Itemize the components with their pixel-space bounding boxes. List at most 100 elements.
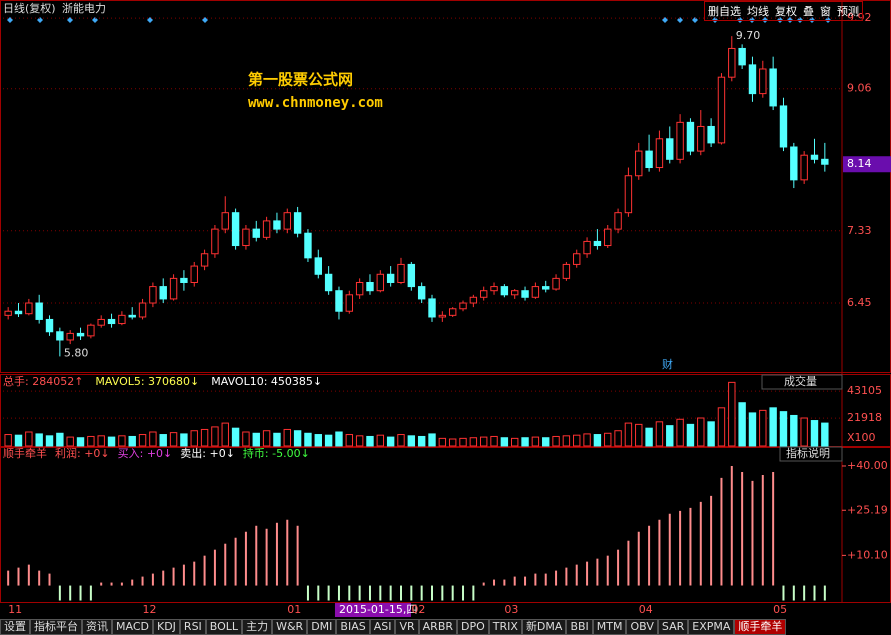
tab[interactable]: W&R [272, 619, 308, 635]
candle-body [542, 286, 550, 290]
volume-bar [490, 435, 498, 447]
candle-body [583, 240, 591, 255]
volume-bar [531, 436, 540, 447]
candle-body [500, 286, 509, 296]
volume-bar [190, 430, 198, 447]
volume-bar [645, 427, 653, 447]
toolbar-button[interactable]: 预测 [837, 5, 859, 18]
tab[interactable]: DPO [457, 619, 489, 635]
volume-bar [593, 434, 602, 447]
candle-body [779, 105, 788, 148]
candle-body [242, 228, 250, 247]
candle-body [35, 302, 43, 320]
x-tick-label: 04 [639, 603, 653, 616]
toolbar-button[interactable]: 叠 [803, 5, 814, 18]
volume-bar [4, 434, 12, 447]
candle-body [128, 314, 136, 318]
candle-body [635, 150, 643, 177]
indicator-legend: 持币: -5.00↓ [243, 446, 310, 460]
tab[interactable]: RSI [179, 619, 206, 635]
volume-bar [45, 435, 54, 447]
candle-body [190, 265, 198, 283]
candle-body [624, 175, 633, 214]
y-tick-label: 43105 [847, 384, 882, 397]
volume-selector: 成交量 [784, 374, 817, 388]
toolbar-button[interactable]: 删自选 [708, 5, 741, 18]
volume-bar [583, 433, 591, 447]
min-label: 5.80 [64, 346, 88, 359]
candle-body [428, 298, 436, 318]
candle-body [25, 302, 33, 315]
x-tick-label: 05 [773, 603, 787, 616]
tab[interactable]: BBI [566, 619, 593, 635]
candle-body [686, 121, 695, 152]
volume-bar [159, 434, 167, 447]
candle-body [87, 324, 95, 337]
candle-body [821, 158, 829, 165]
candle-body [407, 263, 416, 288]
toolbar-button[interactable]: 复权 [775, 5, 797, 18]
x-tick-label: 02 [411, 603, 425, 616]
tab[interactable]: BOLL [205, 619, 243, 635]
volume-bar [417, 435, 426, 447]
candle-body [531, 286, 540, 298]
tab[interactable]: ARBR [418, 619, 458, 635]
indicator-legend: 顺手牵羊 [3, 446, 47, 460]
candle-body [593, 240, 602, 247]
candle-body [521, 290, 529, 298]
volume-legend: MAVOL10: 450385↓ [211, 375, 322, 388]
candle-body [810, 154, 819, 160]
volume-bar [376, 434, 385, 447]
tab[interactable]: 资讯 [82, 619, 112, 635]
tab[interactable]: VR [395, 619, 419, 635]
volume-legend: 总手: 284052↑ [3, 374, 83, 388]
tab[interactable]: BIAS [336, 619, 370, 635]
candle-body [707, 125, 715, 144]
toolbar-button[interactable]: 窗 [820, 5, 831, 18]
toolbar-button[interactable]: 均线 [747, 5, 769, 18]
candle-body [355, 281, 364, 296]
volume-unit: X100 [847, 431, 876, 444]
tab[interactable]: EXPMA [688, 619, 735, 635]
candle-body [138, 302, 147, 318]
volume-bar [97, 435, 105, 447]
tab[interactable]: SAR [657, 619, 689, 635]
volume-bar [459, 437, 467, 447]
candle-body [748, 64, 757, 95]
volume-bar [355, 435, 364, 447]
candle-body [573, 253, 581, 265]
tab[interactable]: ASI [369, 619, 396, 635]
volume-bar [335, 431, 343, 447]
volume-bar [56, 432, 64, 447]
candle-body [273, 220, 281, 230]
tab[interactable]: 主力 [242, 619, 273, 635]
candle-body [614, 212, 622, 230]
y-tick-label: 6.45 [847, 296, 872, 309]
volume-bar [66, 436, 74, 447]
volume-bar [87, 435, 95, 447]
volume-bar [221, 422, 229, 447]
tab[interactable]: 指标平台 [30, 619, 82, 635]
y-tick-label: +25.19 [847, 503, 888, 516]
tab[interactable]: OBV [626, 619, 658, 635]
volume-bar [407, 435, 416, 447]
tab[interactable]: 设置 [0, 619, 30, 635]
tab[interactable]: TRIX [488, 619, 522, 635]
tab[interactable]: 新DMA [521, 619, 567, 635]
tab[interactable]: 顺手牵羊 [734, 619, 787, 635]
candle-body [118, 314, 126, 325]
candle-body [697, 125, 705, 152]
volume-bar [800, 417, 808, 447]
candle-body [66, 332, 74, 341]
tab[interactable]: DMI [307, 619, 337, 635]
tab[interactable]: MTM [592, 619, 627, 635]
max-label: 9.70 [736, 29, 761, 42]
volume-bar [283, 428, 291, 447]
tab[interactable]: KDJ [152, 619, 180, 635]
tab[interactable]: MACD [112, 619, 153, 635]
candle-body [180, 277, 188, 283]
candle-body [76, 332, 85, 337]
candle-body [324, 273, 333, 292]
candle-body [293, 212, 302, 234]
